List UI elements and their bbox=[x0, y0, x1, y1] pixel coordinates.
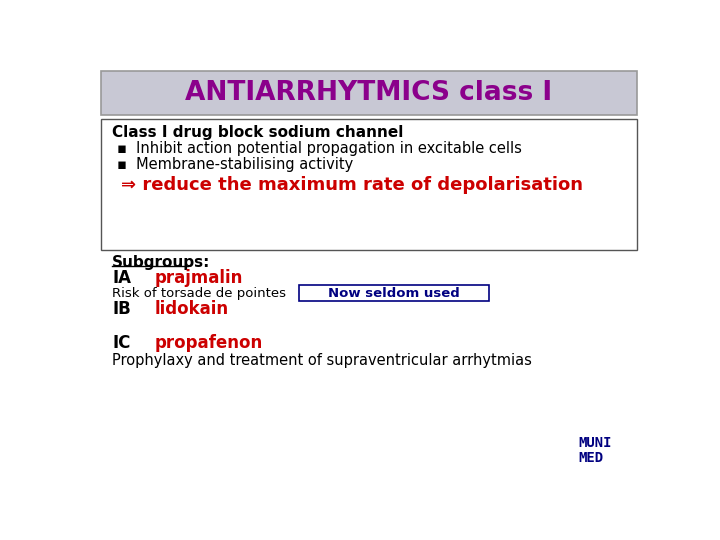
Text: Prophylaxy and treatment of supraventricular arrhytmias: Prophylaxy and treatment of supraventric… bbox=[112, 353, 532, 368]
Text: Subgroups:: Subgroups: bbox=[112, 255, 211, 270]
Text: ▪  Inhibit action potential propagation in excitable cells: ▪ Inhibit action potential propagation i… bbox=[117, 141, 522, 156]
Text: ⇒ reduce the maximum rate of depolarisation: ⇒ reduce the maximum rate of depolarisat… bbox=[121, 177, 582, 194]
Text: lidokain: lidokain bbox=[154, 300, 228, 318]
Text: Risk of torsade de pointes: Risk of torsade de pointes bbox=[112, 287, 287, 300]
Text: Now seldom used: Now seldom used bbox=[328, 287, 460, 300]
Text: propafenon: propafenon bbox=[154, 334, 262, 353]
Text: Class I drug block sodium channel: Class I drug block sodium channel bbox=[112, 125, 404, 140]
FancyBboxPatch shape bbox=[101, 71, 637, 114]
Text: prajmalin: prajmalin bbox=[154, 269, 243, 287]
Text: IA: IA bbox=[112, 269, 131, 287]
FancyBboxPatch shape bbox=[101, 119, 637, 250]
Text: MUNI: MUNI bbox=[578, 436, 612, 450]
Text: ▪  Membrane-stabilising activity: ▪ Membrane-stabilising activity bbox=[117, 157, 353, 172]
Text: MED: MED bbox=[578, 451, 603, 465]
Text: IB: IB bbox=[112, 300, 131, 318]
Text: ANTIARRHYTMICS class I: ANTIARRHYTMICS class I bbox=[186, 80, 552, 106]
Text: IC: IC bbox=[112, 334, 131, 353]
FancyBboxPatch shape bbox=[300, 285, 489, 301]
